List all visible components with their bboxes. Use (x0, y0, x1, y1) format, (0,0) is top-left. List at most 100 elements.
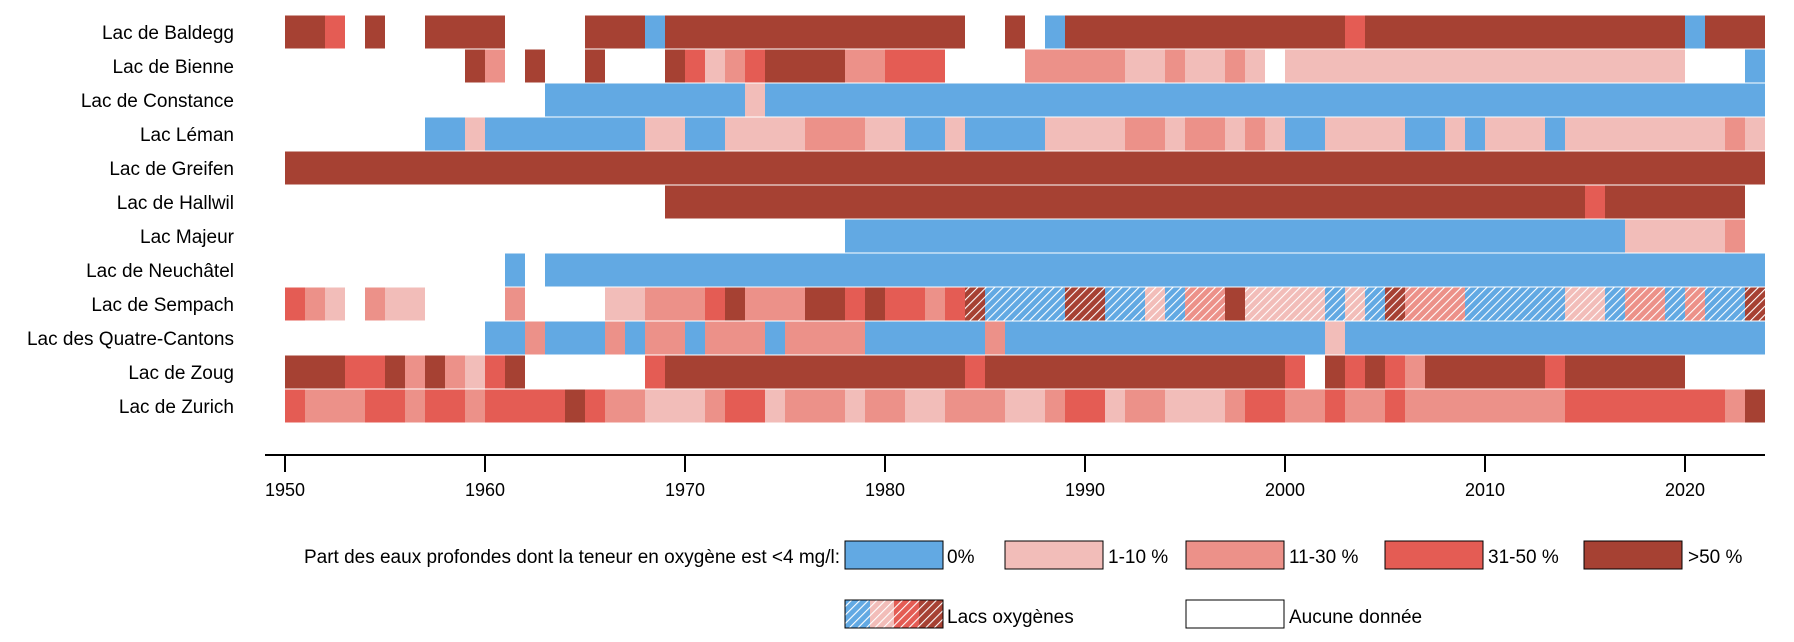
oxygenated-hatch (1325, 287, 1345, 321)
timeline-segment (625, 321, 645, 355)
timeline-segment (305, 389, 365, 423)
oxygenated-hatch (1165, 287, 1185, 321)
timeline-segment (765, 321, 785, 355)
timeline-segment (1225, 287, 1245, 321)
timeline-segment (1405, 355, 1425, 389)
timeline-segment (685, 321, 705, 355)
timeline-segment (1105, 389, 1125, 423)
x-tick-label: 1980 (865, 480, 905, 500)
timeline-segment (705, 389, 725, 423)
x-tick-label: 1950 (265, 480, 305, 500)
timeline-segment (485, 355, 505, 389)
timeline-segment (725, 49, 745, 83)
timeline-segment (1065, 15, 1345, 49)
timeline-segment (685, 117, 725, 151)
timeline-segment (745, 49, 765, 83)
legend-title: Part des eaux profondes dont la teneur e… (304, 547, 840, 568)
timeline-segment (505, 287, 525, 321)
timeline-segment (945, 117, 965, 151)
timeline-segment (425, 15, 505, 49)
timeline-segment (685, 49, 705, 83)
oxygenated-hatch (1105, 287, 1145, 321)
timeline-segment (705, 287, 725, 321)
timeline-segment (1745, 389, 1765, 423)
timeline-segment (845, 389, 865, 423)
timeline-segment (1345, 321, 1765, 355)
legend-swatch-1 (1004, 540, 1104, 570)
timeline-segment (1725, 219, 1745, 253)
timeline-segment (465, 355, 485, 389)
x-axis-ticks: 1950 1960 1970 1980 1990 2000 2010 2020 (265, 455, 1705, 500)
lake-label: Lac de Bienne (113, 57, 235, 78)
timeline-segment (665, 185, 1585, 219)
timeline-segment (485, 49, 505, 83)
legend-swatch-2 (1185, 540, 1285, 570)
timeline-segment (1405, 117, 1445, 151)
timeline-segment (925, 287, 945, 321)
timeline-segment (505, 253, 525, 287)
lake-row: Lac des Quatre-Cantons (27, 321, 1765, 355)
timeline-segment (1045, 389, 1065, 423)
timeline-segment (285, 15, 325, 49)
oxygenated-hatch (1185, 287, 1225, 321)
timeline-segment (565, 389, 585, 423)
timeline-segment (1725, 389, 1745, 423)
oxygenated-hatch (985, 287, 1065, 321)
legend-swatch-4 (1583, 540, 1683, 570)
lake-row: Lac de Baldegg (102, 15, 1765, 49)
timeline-segment (1345, 389, 1385, 423)
timeline-segment (1245, 117, 1265, 151)
timeline-segment (545, 83, 745, 117)
timeline-segment (545, 321, 605, 355)
timeline-segment (1165, 117, 1185, 151)
lake-row: Lac de Sempach (91, 287, 1765, 321)
timeline-segment (645, 389, 705, 423)
lake-label: Lac de Zoug (128, 363, 234, 384)
timeline-segment (1285, 355, 1305, 389)
timeline-segment (945, 389, 1005, 423)
timeline-segment (1365, 15, 1685, 49)
timeline-segment (385, 355, 405, 389)
timeline-segment (805, 117, 865, 151)
timeline-segment (385, 287, 425, 321)
timeline-segment (1165, 49, 1185, 83)
timeline-segment (645, 15, 665, 49)
timeline-segment (1545, 117, 1565, 151)
timeline-segment (865, 321, 985, 355)
x-tick-label: 1960 (465, 480, 505, 500)
oxygenated-hatch (1565, 287, 1605, 321)
timeline-segment (1485, 117, 1545, 151)
legend-swatch-nodata (1185, 599, 1285, 629)
timeline-segment (1345, 355, 1365, 389)
timeline-segment (485, 389, 565, 423)
timeline-segment (1365, 355, 1385, 389)
timeline-segment (1565, 117, 1725, 151)
timeline-segment (665, 15, 965, 49)
timeline-segment (465, 389, 485, 423)
oxygenated-hatch (1605, 287, 1625, 321)
timeline-segment (965, 355, 985, 389)
timeline-segment (585, 49, 605, 83)
timeline-segment (1285, 389, 1325, 423)
lake-label: Lac de Constance (81, 91, 234, 112)
timeline-segment (725, 389, 765, 423)
timeline-segment (845, 287, 865, 321)
lake-label: Lac de Greifen (109, 159, 234, 180)
oxygenated-hatch (965, 287, 985, 321)
timeline-segment (1465, 117, 1485, 151)
timeline-segment (845, 219, 1625, 253)
x-axis: 1950 1960 1970 1980 1990 2000 2010 2020 (265, 454, 1765, 500)
timeline-segment (1685, 15, 1705, 49)
timeline-segment (985, 321, 1005, 355)
oxygenated-hatch (1405, 287, 1465, 321)
timeline-segment (665, 49, 685, 83)
legend-swatch-0 (844, 540, 944, 570)
timeline-segment (1565, 389, 1725, 423)
timeline-segment (1045, 15, 1065, 49)
timeline-segment (1285, 117, 1325, 151)
timeline-segment (765, 389, 785, 423)
timeline-segment (405, 355, 425, 389)
lake-row: Lac de Bienne (113, 49, 1765, 83)
timeline-segment (525, 321, 545, 355)
